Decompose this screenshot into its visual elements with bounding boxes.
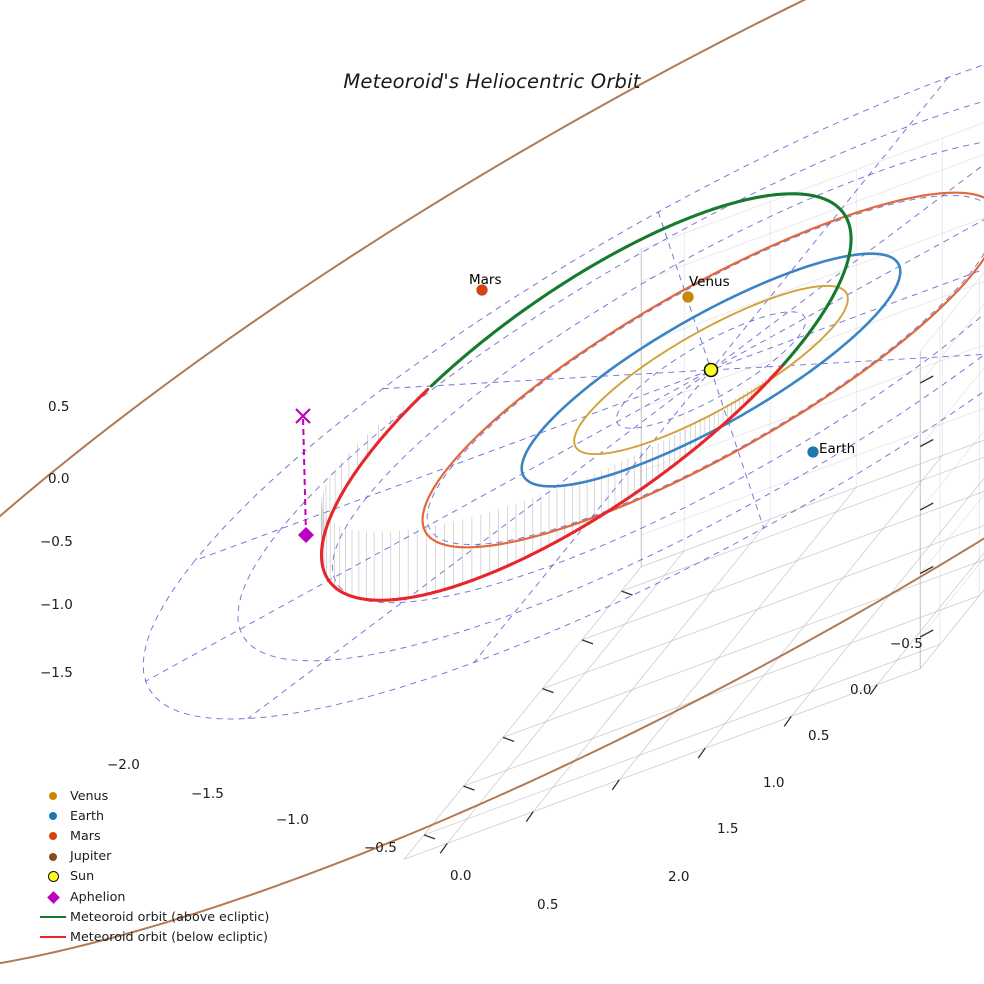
legend-earth-marker-icon	[36, 812, 70, 821]
legend-earth-glyph	[49, 812, 57, 821]
legend-orbit-below[interactable]: Meteoroid orbit (below ecliptic)	[36, 927, 306, 947]
legend-orbit-above-label: Meteoroid orbit (above ecliptic)	[70, 908, 270, 924]
aphelion-marker	[298, 527, 314, 543]
venus-label: Venus	[689, 274, 730, 290]
legend-jupiter[interactable]: Jupiter	[36, 847, 306, 867]
z-axis-tick-2: −0.5	[40, 534, 73, 550]
page-title: Meteoroid's Heliocentric Orbit	[343, 70, 641, 93]
legend-orbit-above-glyph	[40, 916, 66, 919]
earth-marker	[807, 446, 819, 458]
legend-aphelion-marker-icon	[36, 890, 70, 904]
mars-marker	[476, 284, 488, 296]
y-axis-tick-2: 0.5	[808, 728, 830, 744]
legend: Venus Earth Mars Jupiter Sun Aphelion Meteoroi…	[36, 786, 306, 948]
legend-sun-glyph	[47, 871, 59, 883]
axes-box-wireframe	[403, 122, 984, 861]
aphelion-projection	[295, 408, 311, 424]
x-axis-tick-5: 0.5	[537, 897, 559, 913]
y-axis-tick-1: 0.0	[850, 682, 872, 698]
legend-aphelion-label: Aphelion	[70, 888, 126, 904]
legend-venus-label: Venus	[70, 787, 109, 803]
legend-aphelion-glyph	[46, 890, 60, 904]
sun-marker	[703, 362, 719, 378]
legend-venus-marker-icon	[36, 792, 70, 801]
legend-orbit-above[interactable]: Meteoroid orbit (above ecliptic)	[36, 907, 306, 927]
planet-orbit-curves	[421, 191, 984, 549]
venus-marker	[682, 291, 694, 303]
x-axis-tick-1: −1.5	[191, 786, 224, 802]
legend-aphelion[interactable]: Aphelion	[36, 887, 306, 907]
legend-mars-glyph	[49, 832, 57, 841]
y-axis-tick-4: 1.5	[717, 821, 739, 837]
mars-label: Mars	[469, 272, 502, 288]
z-axis-tick-4: −1.5	[40, 665, 73, 681]
z-axis-tick-1: 0.0	[48, 471, 70, 487]
legend-sun-marker-icon	[36, 871, 70, 883]
legend-sun-label: Sun	[70, 868, 95, 884]
legend-mars-label: Mars	[70, 828, 101, 844]
legend-jupiter-label: Jupiter	[70, 848, 112, 864]
y-axis-tick-5: 2.0	[668, 869, 690, 885]
legend-mars-marker-icon	[36, 832, 70, 841]
legend-orbit-below-label: Meteoroid orbit (below ecliptic)	[70, 929, 268, 945]
legend-earth-label: Earth	[70, 807, 105, 823]
legend-orbit-below-marker-icon	[36, 936, 70, 939]
meteoroid-orbit-curve	[319, 192, 853, 602]
y-axis-tick-3: 1.0	[763, 775, 785, 791]
legend-orbit-below-glyph	[40, 936, 66, 939]
legend-jupiter-marker-icon	[36, 852, 70, 861]
legend-earth[interactable]: Earth	[36, 806, 306, 826]
legend-venus-glyph	[49, 792, 57, 801]
x-axis-tick-2: −1.0	[276, 812, 309, 828]
x-axis-tick-3: −0.5	[364, 840, 397, 856]
legend-venus[interactable]: Venus	[36, 786, 306, 806]
body-markers	[295, 284, 819, 543]
x-axis-tick-0: −2.0	[107, 757, 140, 773]
aphelion-drop-line	[302, 415, 307, 536]
x-axis-tick-4: 0.0	[450, 868, 472, 884]
polar-grid	[142, 64, 984, 720]
legend-jupiter-glyph	[49, 852, 57, 861]
earth-label: Earth	[819, 441, 856, 457]
legend-mars[interactable]: Mars	[36, 826, 306, 846]
legend-sun[interactable]: Sun	[36, 867, 306, 887]
z-axis-tick-0: 0.5	[48, 399, 70, 415]
z-axis-tick-3: −1.0	[40, 597, 73, 613]
legend-orbit-above-marker-icon	[36, 916, 70, 919]
y-axis-tick-0: −0.5	[890, 636, 923, 652]
